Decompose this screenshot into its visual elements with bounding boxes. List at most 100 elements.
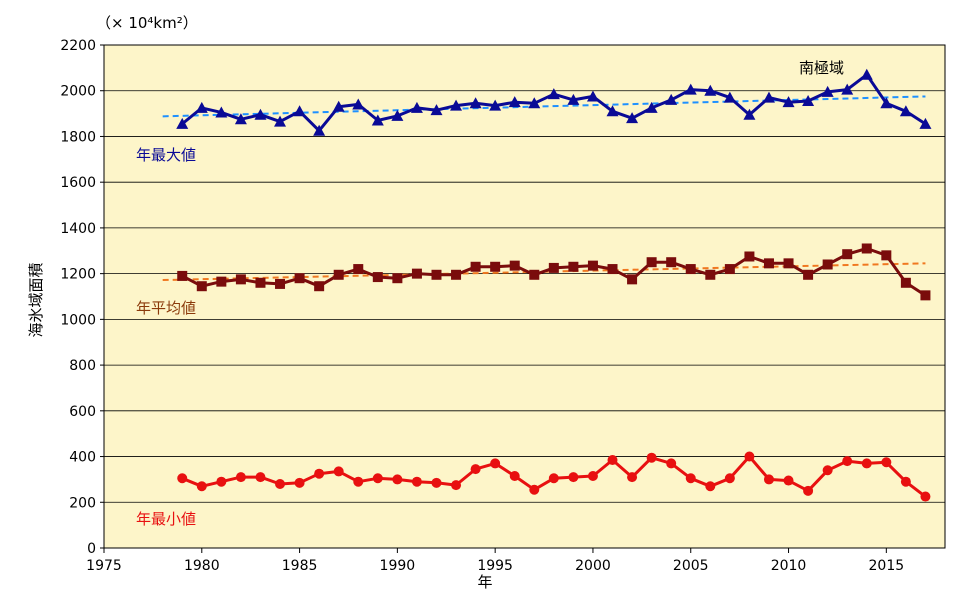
data-point [802, 95, 815, 107]
x-tick-label: 1975 [86, 558, 122, 574]
data-point [822, 259, 833, 270]
data-point [275, 278, 286, 289]
data-point [626, 112, 639, 124]
data-point [842, 249, 853, 260]
data-point [685, 264, 696, 275]
data-point [606, 105, 619, 117]
y-tick-label: 2200 [60, 38, 96, 54]
x-tick-label: 1995 [477, 558, 513, 574]
data-point [841, 83, 854, 95]
data-point [646, 257, 657, 268]
data-point [430, 104, 443, 116]
data-point [490, 261, 501, 272]
data-point [920, 491, 931, 502]
data-point [821, 85, 834, 97]
data-point [743, 108, 756, 120]
data-point [627, 472, 638, 483]
data-point [763, 474, 774, 485]
data-point [861, 458, 872, 469]
gridlines [104, 90, 945, 503]
data-point [723, 91, 736, 103]
data-point [332, 100, 345, 112]
unit-label: （× 10⁴km²） [96, 14, 198, 32]
data-point [899, 105, 912, 117]
x-tick-label: 1985 [282, 558, 318, 574]
data-point [450, 99, 463, 111]
data-point [275, 478, 286, 489]
data-point [216, 276, 227, 287]
data-point [587, 470, 598, 481]
data-point [586, 90, 599, 102]
trend-line [162, 95, 926, 118]
y-tick-label: 800 [69, 358, 96, 374]
data-point [293, 105, 306, 117]
data-point [881, 250, 892, 261]
data-point [451, 269, 462, 280]
data-point [255, 472, 266, 483]
data-point [607, 454, 618, 465]
data-point [842, 456, 853, 467]
data-point [294, 273, 305, 284]
data-point [881, 457, 892, 468]
data-point [900, 277, 911, 288]
data-point [567, 93, 580, 105]
data-point [822, 465, 833, 476]
data-point [313, 124, 326, 136]
data-point [470, 464, 481, 475]
x-tick-label: 2005 [673, 558, 709, 574]
data-point [685, 473, 696, 484]
data-point [782, 96, 795, 108]
y-tick-label: 1600 [60, 175, 96, 191]
data-point [509, 470, 520, 481]
data-point [900, 476, 911, 487]
y-tick-label: 1200 [60, 267, 96, 283]
data-point [627, 274, 638, 285]
data-point [803, 269, 814, 280]
data-point [235, 274, 246, 285]
data-point [314, 468, 325, 479]
data-point [803, 485, 814, 496]
data-point [490, 458, 501, 469]
data-point [568, 261, 579, 272]
data-point [880, 97, 893, 109]
data-point [411, 476, 422, 487]
y-tick-label: 400 [69, 450, 96, 466]
data-point [920, 290, 931, 301]
data-point [176, 117, 189, 129]
series-label-min: 年最小値 [136, 510, 196, 528]
data-point [684, 83, 697, 95]
data-point [431, 269, 442, 280]
y-tick-label: 600 [69, 404, 96, 420]
data-point [489, 99, 502, 111]
data-point [333, 466, 344, 477]
y-tick-label: 1800 [60, 129, 96, 145]
y-tick-label: 0 [87, 541, 96, 557]
data-point [607, 264, 618, 275]
data-point [353, 476, 364, 487]
data-point [666, 458, 677, 469]
data-point [431, 477, 442, 488]
data-point [704, 84, 717, 96]
data-point [372, 272, 383, 283]
data-point [392, 474, 403, 485]
data-point [860, 68, 873, 80]
y-tick-label: 1000 [60, 312, 96, 328]
data-point [528, 97, 541, 109]
x-tick-label: 2015 [869, 558, 905, 574]
data-point [548, 262, 559, 273]
data-point [196, 481, 207, 492]
data-point [294, 477, 305, 488]
series-group [176, 68, 932, 502]
y-axis-ticks: 0 200 400 600 800 1000 1200 1400 1600 1800 2000 220… [60, 38, 104, 557]
data-point [371, 114, 384, 126]
data-point [274, 115, 287, 127]
data-point [352, 98, 365, 110]
data-point [547, 88, 560, 100]
data-point [215, 106, 228, 118]
y-tick-label: 2000 [60, 84, 96, 100]
data-point [744, 251, 755, 262]
data-point [568, 472, 579, 483]
series-label-max: 年最大値 [136, 146, 196, 164]
data-point [255, 277, 266, 288]
data-point [470, 261, 481, 272]
